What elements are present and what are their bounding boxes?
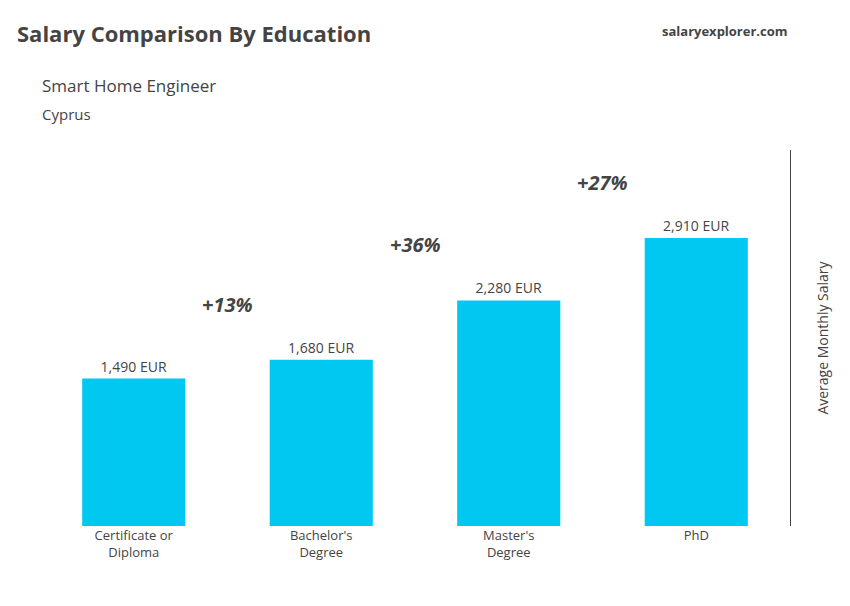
svg-text:Salary Comparison By Education: Salary Comparison By Education [17,18,371,48]
svg-text:+13%: +13% [202,291,253,318]
svg-text:1,490 EUR: 1,490 EUR [101,357,167,376]
svg-text:Cyprus: Cyprus [42,104,91,124]
svg-text:Bachelor'sDegree: Bachelor'sDegree [290,526,353,561]
svg-text:Smart Home Engineer: Smart Home Engineer [42,74,216,97]
svg-text:Certificate orDiploma: Certificate orDiploma [95,526,174,561]
svg-text:PhD: PhD [684,526,709,544]
svg-text:Average Monthly Salary: Average Monthly Salary [813,260,832,414]
svg-text:1,680 EUR: 1,680 EUR [288,338,354,357]
svg-text:2,910 EUR: 2,910 EUR [663,216,729,235]
svg-text:+27%: +27% [577,169,628,196]
svg-text:+36%: +36% [390,231,441,258]
svg-text:salaryexplorer.com: salaryexplorer.com [662,22,788,40]
svg-text:2,280 EUR: 2,280 EUR [476,278,542,297]
svg-text:Master'sDegree: Master'sDegree [483,526,534,561]
